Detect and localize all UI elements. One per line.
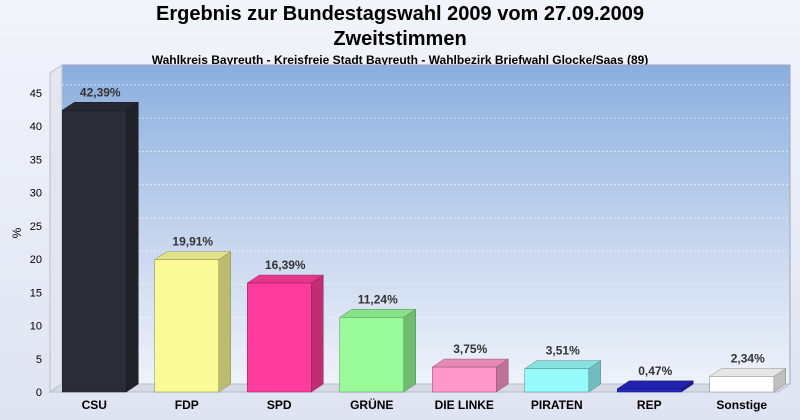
x-tick-label: DIE LINKE <box>435 398 494 412</box>
bar <box>247 282 312 393</box>
bar-side <box>126 101 139 393</box>
bar-side <box>218 251 231 393</box>
bar-side <box>311 274 324 393</box>
data-label: 16,39% <box>265 258 306 272</box>
bar-top <box>338 309 417 318</box>
bar <box>709 376 774 393</box>
x-tick-label: GRÜNE <box>350 397 393 412</box>
y-tick-label: 25 <box>30 221 42 233</box>
bar <box>432 366 497 393</box>
data-label: 42,39% <box>80 85 121 99</box>
bar-sonstige <box>708 367 787 393</box>
y-tick-label: 40 <box>30 121 42 133</box>
bar-top <box>431 358 510 368</box>
x-tick-label: REP <box>637 398 662 412</box>
x-tick-label: PIRATEN <box>531 398 583 412</box>
bar-top <box>153 251 232 260</box>
y-tick-label: 30 <box>30 188 42 200</box>
x-tick-label: CSU <box>82 398 107 412</box>
y-tick-label: 10 <box>30 321 42 333</box>
data-label: 3,75% <box>453 342 487 356</box>
y-tick-label: 5 <box>36 354 42 366</box>
bar-rep <box>616 380 695 393</box>
bar <box>617 388 682 393</box>
bar-top <box>61 102 140 111</box>
bar <box>524 368 589 393</box>
bar-top <box>616 380 695 390</box>
bar <box>62 110 127 393</box>
x-tick-label: Sonstige <box>716 398 767 412</box>
bar-csu <box>61 101 140 393</box>
bar-top <box>708 368 787 377</box>
bar <box>339 317 404 393</box>
bar-piraten <box>523 360 602 393</box>
bar-grüne <box>338 308 417 393</box>
bar-fdp <box>153 251 232 393</box>
data-label: 19,91% <box>172 235 213 249</box>
data-label: 0,47% <box>638 364 672 378</box>
data-label: 2,34% <box>731 351 765 365</box>
bar-die-linke <box>431 358 510 393</box>
y-tick-label: 15 <box>30 287 42 299</box>
x-tick-label: SPD <box>267 398 292 412</box>
y-tick-label: 45 <box>30 88 42 100</box>
data-label: 3,51% <box>546 344 580 358</box>
x-tick-label: FDP <box>175 398 199 412</box>
y-tick-label: 20 <box>30 254 42 266</box>
bar-top <box>246 274 325 284</box>
chart-subtitle: Wahlkreis Bayreuth - Kreisfreie Stadt Ba… <box>151 53 649 67</box>
bar-top <box>523 360 602 369</box>
data-label: 11,24% <box>358 292 398 306</box>
y-axis-label: % <box>10 227 24 238</box>
plot-side-wall <box>49 64 63 393</box>
bar <box>154 259 219 393</box>
bar-side <box>403 308 416 393</box>
y-tick-label: 35 <box>30 154 42 166</box>
bar-spd <box>246 274 325 393</box>
y-tick-label: 0 <box>36 387 42 399</box>
chart-title-line2: Zweitstimmen <box>333 28 467 50</box>
chart-title: Ergebnis zur Bundestagswahl 2009 vom 27.… <box>156 3 644 25</box>
